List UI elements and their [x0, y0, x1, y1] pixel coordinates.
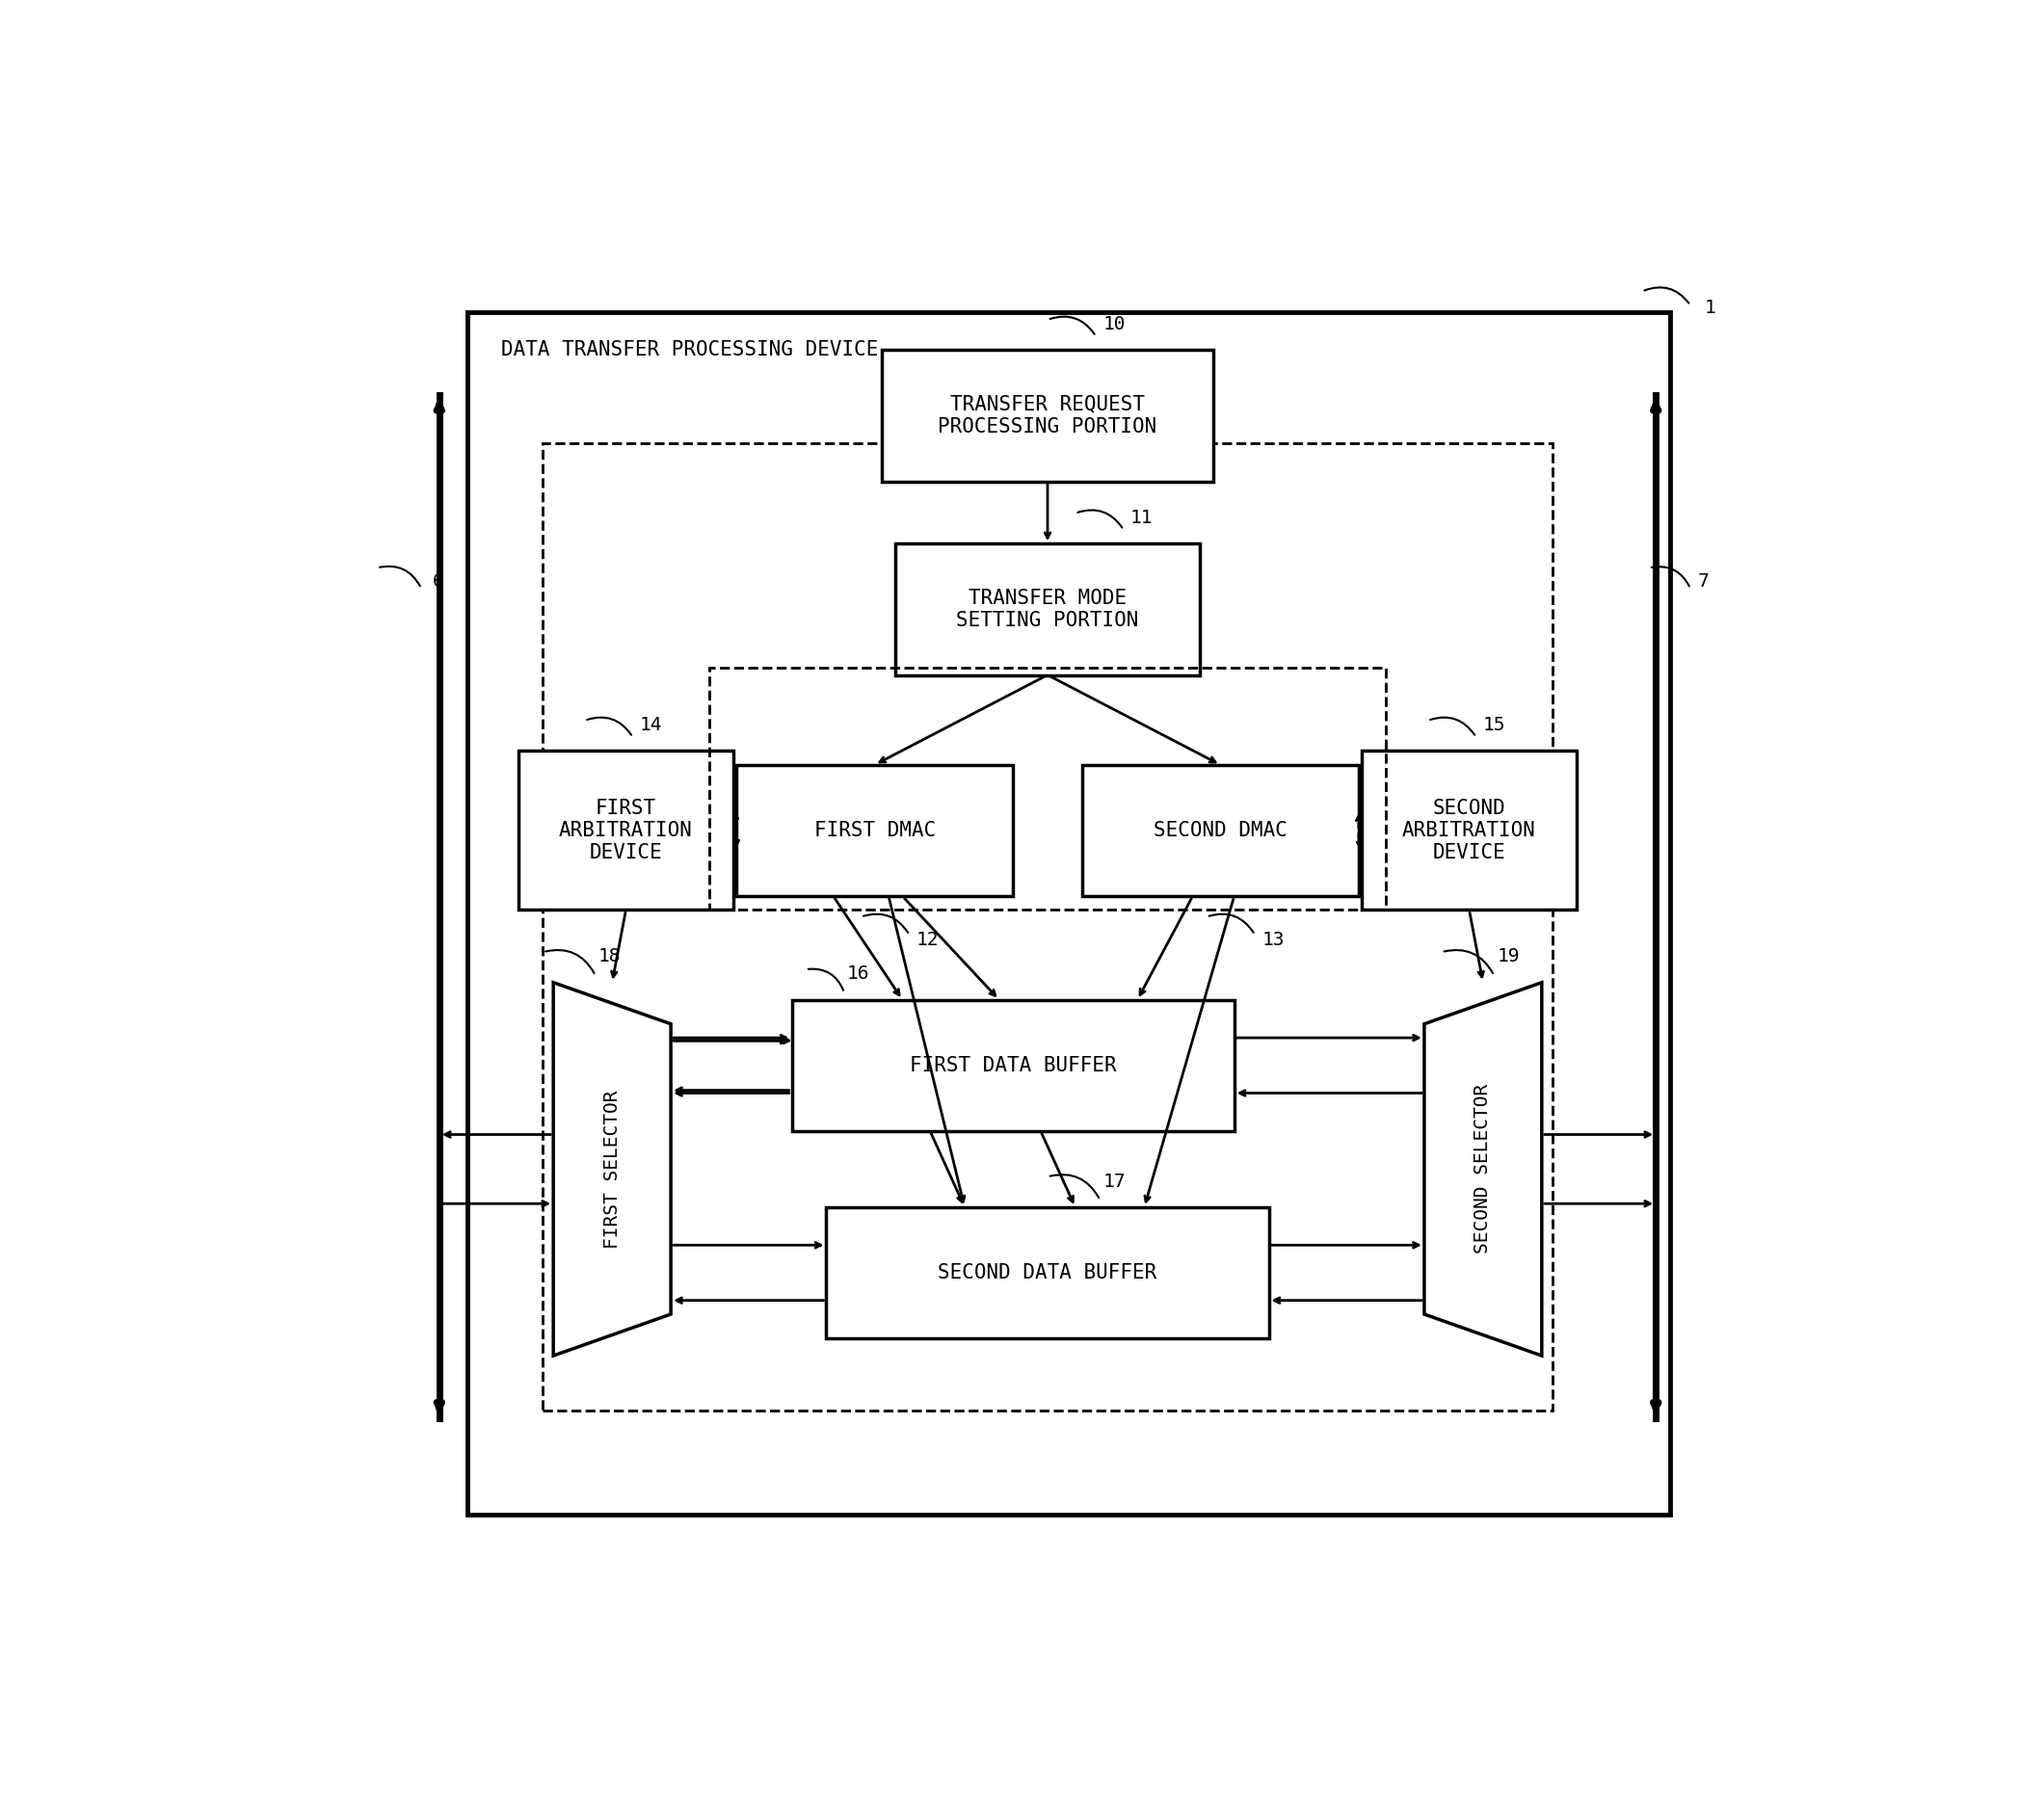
Text: SECOND DMAC: SECOND DMAC — [1153, 820, 1288, 840]
Bar — [895, 544, 1200, 675]
Bar — [466, 312, 1670, 1515]
Bar — [881, 350, 1214, 481]
Text: 11: 11 — [1130, 508, 1153, 528]
Polygon shape — [1425, 982, 1541, 1355]
Bar — [544, 443, 1551, 1411]
Text: SECOND
ARBITRATION
DEVICE: SECOND ARBITRATION DEVICE — [1402, 799, 1537, 862]
Bar — [519, 750, 734, 910]
Text: 13: 13 — [1261, 930, 1284, 950]
Text: FIRST SELECTOR: FIRST SELECTOR — [603, 1090, 621, 1248]
Bar — [826, 1206, 1269, 1339]
Bar — [791, 1000, 1235, 1131]
Text: TRANSFER REQUEST
PROCESSING PORTION: TRANSFER REQUEST PROCESSING PORTION — [938, 395, 1157, 436]
Text: 17: 17 — [1104, 1172, 1126, 1190]
Bar — [709, 668, 1386, 910]
Text: 19: 19 — [1496, 948, 1519, 966]
Text: 6: 6 — [433, 573, 444, 591]
Text: 14: 14 — [640, 716, 662, 734]
Text: 10: 10 — [1104, 316, 1126, 334]
Text: FIRST DMAC: FIRST DMAC — [814, 820, 936, 840]
Text: 16: 16 — [846, 966, 871, 984]
Bar — [1361, 750, 1576, 910]
Text: 18: 18 — [599, 948, 621, 966]
Text: 7: 7 — [1697, 573, 1709, 591]
Text: FIRST DATA BUFFER: FIRST DATA BUFFER — [910, 1055, 1116, 1075]
Text: SECOND DATA BUFFER: SECOND DATA BUFFER — [938, 1264, 1157, 1282]
Text: SECOND SELECTOR: SECOND SELECTOR — [1474, 1084, 1492, 1255]
Text: 12: 12 — [916, 930, 938, 950]
Text: 15: 15 — [1484, 716, 1506, 734]
Polygon shape — [554, 982, 670, 1355]
Text: DATA TRANSFER PROCESSING DEVICE: DATA TRANSFER PROCESSING DEVICE — [501, 339, 879, 359]
Text: FIRST
ARBITRATION
DEVICE: FIRST ARBITRATION DEVICE — [558, 799, 693, 862]
Text: TRANSFER MODE
SETTING PORTION: TRANSFER MODE SETTING PORTION — [957, 589, 1139, 630]
Bar — [1081, 765, 1359, 896]
Text: 1: 1 — [1705, 298, 1715, 316]
Bar — [736, 765, 1014, 896]
